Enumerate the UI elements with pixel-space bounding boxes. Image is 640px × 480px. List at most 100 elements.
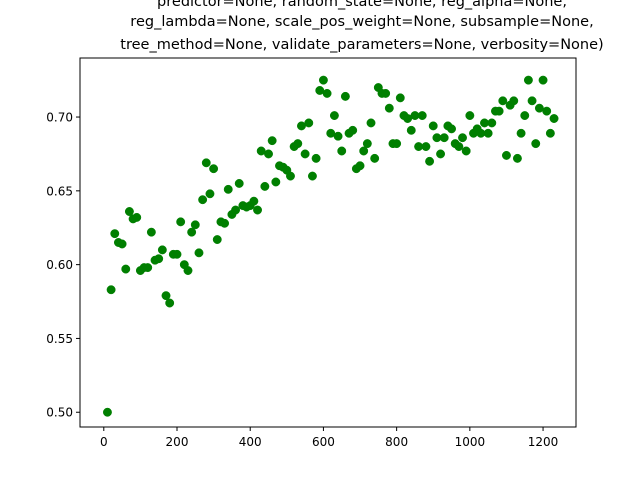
data-point [447,124,456,134]
data-point [260,181,270,191]
data-point [121,264,131,274]
data-point [340,91,350,101]
data-point [355,161,365,171]
data-point [172,249,182,259]
data-point [545,128,555,138]
data-point [417,111,427,121]
x-tick-label: 200 [166,435,189,449]
data-point [234,179,244,188]
data-point [458,133,467,143]
data-point [362,139,372,149]
x-tick-label: 800 [385,435,408,449]
data-point [318,75,328,85]
data-point [502,150,511,160]
data-point [516,128,526,138]
data-point [454,142,464,152]
data-point [190,220,200,230]
data-point [212,235,222,245]
data-point [487,118,497,128]
data-point [428,121,438,131]
data-point [300,149,310,159]
title-line-3: tree_method=None, validate_parameters=No… [120,37,603,53]
data-point [253,205,262,215]
data-point [425,156,435,166]
data-point [106,285,116,295]
data-point [392,139,402,149]
data-point [124,207,134,216]
data-point [220,218,230,228]
x-tick-label: 400 [239,435,262,449]
data-point [132,212,142,222]
data-point [359,146,369,156]
data-point [366,118,376,128]
data-point [304,118,314,128]
data-point [176,217,186,227]
data-point [494,106,504,116]
data-point [348,125,358,135]
data-point [406,125,416,135]
data-point [187,227,197,237]
data-markers [103,75,559,417]
y-tick-label: 0.70 [46,111,73,125]
data-point [523,75,533,85]
data-point [143,263,153,273]
plot-frame [79,57,577,428]
data-point [201,158,211,168]
data-point [370,153,380,163]
data-point [183,266,193,275]
data-point [117,239,127,249]
data-point [436,149,446,159]
data-point [146,227,156,237]
data-point [542,106,552,116]
data-point [531,139,541,149]
chart-title: predictor=None, random_state=None, reg_a… [120,0,603,53]
data-point [267,136,277,146]
data-point [307,171,317,181]
data-point [329,111,339,121]
data-point [549,114,559,123]
data-point [337,146,347,156]
data-point [421,142,431,152]
data-point [461,146,471,156]
data-point [498,96,508,106]
data-point [157,245,167,255]
data-point [512,153,522,163]
data-point [223,184,233,194]
data-point [465,111,475,121]
data-point [538,75,548,85]
x-tick-label: 1000 [455,435,486,449]
title-line-2: reg_lambda=None, scale_pos_weight=None, … [130,14,593,30]
data-point [311,153,321,163]
data-point [231,205,241,215]
data-point [205,189,215,199]
data-point [194,248,204,258]
data-point [198,195,208,205]
y-tick-label: 0.65 [46,184,73,198]
data-point [110,229,120,239]
x-tick-label: 600 [312,435,335,449]
data-point [264,149,273,159]
data-point [384,103,394,113]
y-axis: 0.50 0.55 0.60 0.65 0.70 [46,111,80,420]
data-point [271,177,281,187]
data-point [520,111,530,121]
y-tick-label: 0.50 [46,406,73,420]
y-tick-label: 0.55 [46,332,73,346]
data-point [395,93,405,103]
data-point [103,407,112,417]
data-point [381,88,391,98]
data-point [509,96,519,106]
data-point [165,298,175,308]
data-point [483,128,493,138]
y-tick-label: 0.60 [46,258,73,272]
data-point [249,196,259,206]
data-point [322,88,332,98]
x-axis: 0 200 400 600 800 1000 1200 [100,427,558,449]
data-point [286,171,295,181]
x-tick-label: 0 [100,435,108,449]
data-point [209,164,219,174]
x-tick-label: 1200 [528,435,559,449]
data-point [293,139,303,149]
data-point [333,131,343,141]
